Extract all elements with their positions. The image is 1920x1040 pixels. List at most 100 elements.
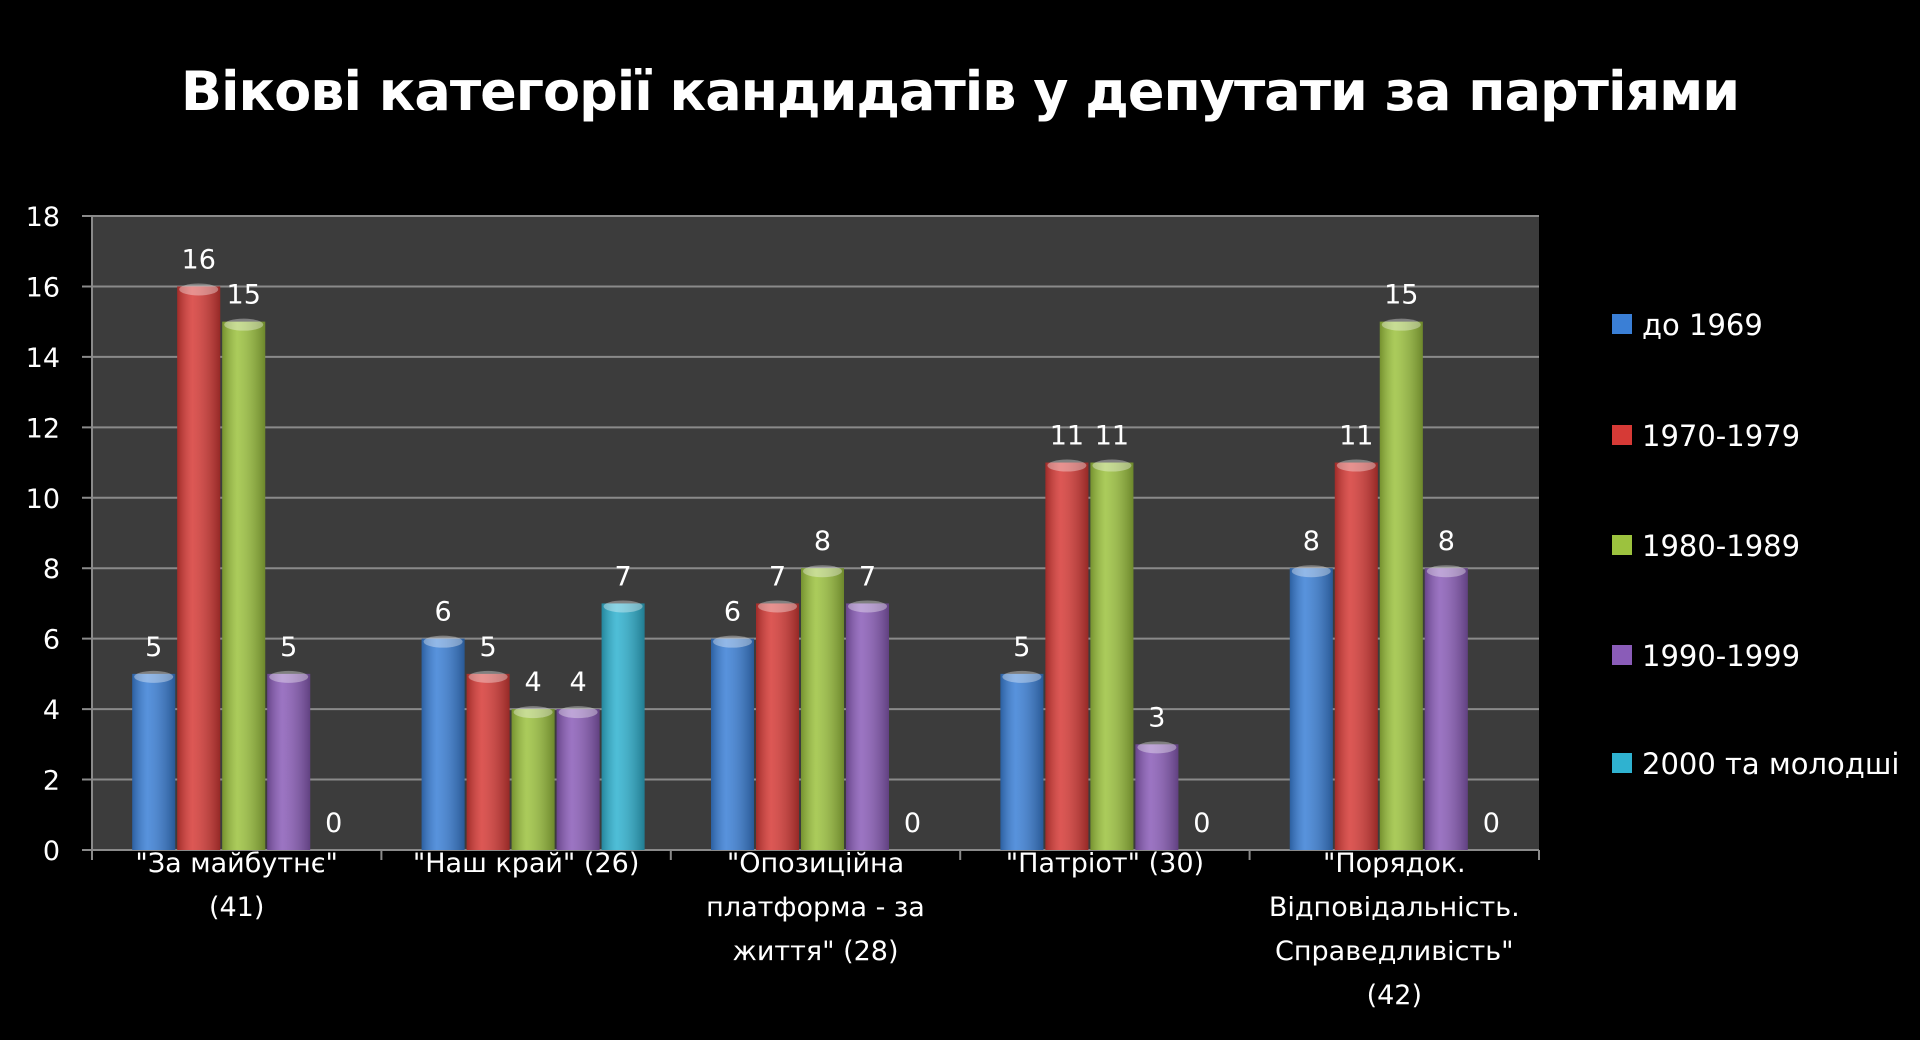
data-label: 4: [525, 667, 542, 698]
bar-shade: [466, 673, 510, 850]
chart-title: Вікові категорії кандидатів у депутати з…: [180, 60, 1740, 123]
bar-shade: [1424, 568, 1468, 850]
legend-marker: [1612, 753, 1632, 773]
bar-cap: [269, 670, 309, 683]
y-tick-label: 12: [26, 413, 60, 444]
x-tick-label: "За майбутнє": [135, 848, 338, 879]
data-label: 11: [1095, 421, 1129, 452]
bar-shade: [1000, 673, 1044, 850]
x-tick-label: "Наш край" (26): [413, 848, 640, 879]
data-label: 11: [1339, 421, 1373, 452]
data-label: 5: [480, 632, 497, 663]
data-label: 7: [859, 561, 876, 592]
x-tick-label: життя" (28): [733, 936, 899, 967]
bar-cap: [1137, 741, 1177, 754]
x-tick-label: (41): [209, 892, 264, 923]
x-tick-label: Відповідальність.: [1269, 892, 1520, 923]
bar-shade: [421, 638, 465, 850]
data-label: 0: [325, 808, 342, 839]
y-tick-label: 4: [43, 695, 60, 726]
data-label: 5: [145, 632, 162, 663]
data-label: 0: [904, 808, 921, 839]
bar-shade: [267, 673, 311, 850]
data-label: 8: [814, 526, 831, 557]
bar-shade: [801, 568, 844, 850]
bar-cap: [423, 635, 463, 648]
data-label: 7: [615, 561, 632, 592]
bar-cap: [468, 670, 508, 683]
bar-cap: [1381, 318, 1421, 331]
bar-shade: [1045, 462, 1089, 850]
data-label: 6: [724, 597, 741, 628]
data-label: 4: [570, 667, 587, 698]
bar-cap: [224, 318, 264, 331]
bar-shade: [711, 638, 754, 850]
data-label: 3: [1148, 702, 1165, 733]
bar-shade: [511, 709, 555, 850]
data-label: 15: [1384, 280, 1418, 311]
bar-cap: [803, 565, 842, 578]
bar-shade: [1289, 568, 1333, 850]
bar-shade: [1379, 321, 1423, 851]
bar-shade: [556, 709, 600, 850]
bar-shade: [846, 603, 889, 850]
legend-label: до 1969: [1642, 308, 1763, 342]
data-label: 15: [227, 280, 261, 311]
bar-cap: [1426, 565, 1466, 578]
bar-cap: [1047, 459, 1087, 472]
bar-cap: [758, 600, 797, 613]
y-tick-label: 2: [43, 766, 60, 797]
bar-shade: [1334, 462, 1378, 850]
bar-cap: [1336, 459, 1376, 472]
data-label: 8: [1303, 526, 1320, 557]
data-label: 8: [1438, 526, 1455, 557]
bar-shade: [132, 673, 176, 850]
bar-shade: [756, 603, 799, 850]
data-label: 6: [435, 597, 452, 628]
bar-cap: [603, 600, 643, 613]
bar-cap: [1092, 459, 1132, 472]
bar-shade: [222, 321, 266, 851]
y-tick-label: 6: [43, 625, 60, 656]
bar-shade: [177, 286, 221, 850]
legend-marker: [1612, 645, 1632, 665]
y-tick-label: 18: [26, 202, 60, 233]
bar-cap: [1002, 670, 1042, 683]
x-tick-label: (42): [1367, 980, 1422, 1011]
legend-label: 1980-1989: [1642, 529, 1800, 563]
bar-cap: [513, 706, 553, 719]
y-tick-label: 14: [26, 343, 60, 374]
legend-marker: [1612, 314, 1632, 334]
x-tick-label: "Порядок.: [1323, 848, 1466, 879]
legend-label: 1970-1979: [1642, 419, 1800, 453]
y-tick-label: 8: [43, 554, 60, 585]
data-label: 0: [1483, 808, 1500, 839]
x-tick-label: платформа - за: [706, 892, 925, 923]
bar-shade: [601, 603, 645, 850]
x-tick-label: "Патріот" (30): [1006, 848, 1204, 879]
data-label: 5: [1013, 632, 1030, 663]
data-label: 11: [1050, 421, 1084, 452]
bar-cap: [179, 283, 219, 296]
x-tick-label: "Опозиційна: [727, 848, 904, 879]
x-tick-label: Справедливість": [1275, 936, 1514, 967]
y-tick-label: 0: [43, 836, 60, 867]
legend-marker: [1612, 425, 1632, 445]
y-tick-label: 10: [26, 484, 60, 515]
bar-cap: [848, 600, 887, 613]
data-label: 16: [182, 244, 216, 275]
legend-marker: [1612, 535, 1632, 555]
data-label: 7: [769, 561, 786, 592]
data-label: 0: [1193, 808, 1210, 839]
bar-cap: [558, 706, 598, 719]
bar-cap: [1291, 565, 1331, 578]
data-label: 5: [280, 632, 297, 663]
y-tick-label: 16: [26, 272, 60, 303]
legend-label: 2000 та молодші: [1642, 747, 1899, 781]
bar-cap: [134, 670, 174, 683]
bar-shade: [1090, 462, 1134, 850]
legend-label: 1990-1999: [1642, 639, 1800, 673]
bar-cap: [713, 635, 752, 648]
bar-shade: [1135, 744, 1179, 850]
